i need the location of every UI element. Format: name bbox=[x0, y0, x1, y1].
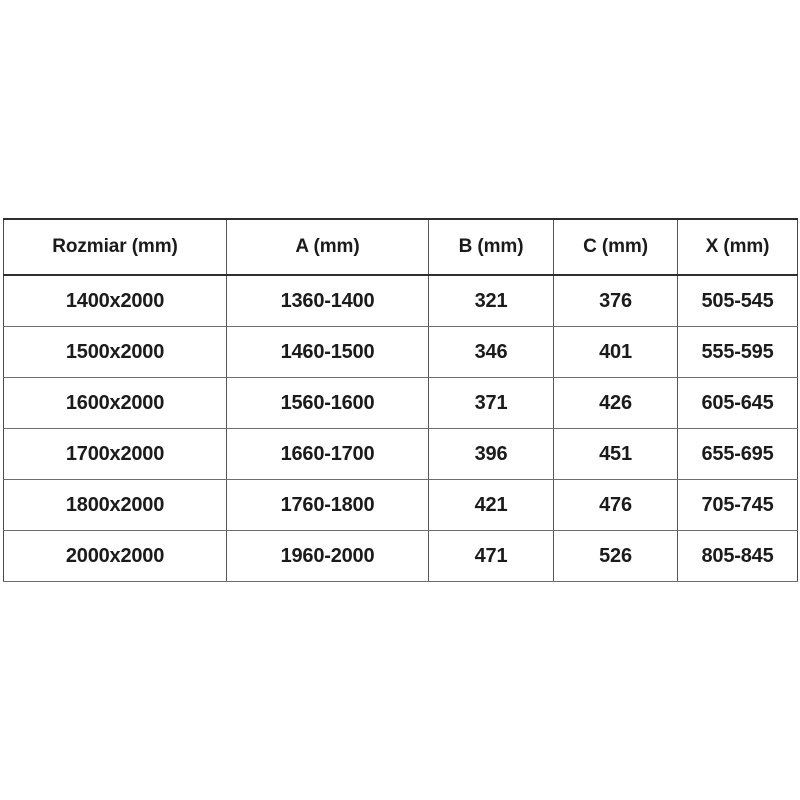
cell-x: 655-695 bbox=[677, 428, 798, 480]
cell-b: 396 bbox=[428, 428, 554, 480]
table-header: Rozmiar (mm) A (mm) B (mm) C (mm) X (mm) bbox=[3, 218, 798, 276]
cell-c: 401 bbox=[553, 326, 678, 378]
cell-x: 605-645 bbox=[677, 377, 798, 429]
column-header-size: Rozmiar (mm) bbox=[3, 218, 227, 276]
cell-b: 346 bbox=[428, 326, 554, 378]
cell-a: 1560-1600 bbox=[226, 377, 429, 429]
cell-x: 505-545 bbox=[677, 274, 798, 327]
cell-a: 1960-2000 bbox=[226, 530, 429, 582]
cell-c: 376 bbox=[553, 274, 678, 327]
table-row: 1700x2000 1660-1700 396 451 655-695 bbox=[3, 428, 798, 480]
cell-size: 1700x2000 bbox=[3, 428, 227, 480]
cell-b: 321 bbox=[428, 274, 554, 327]
column-header-a: A (mm) bbox=[226, 218, 429, 276]
column-header-b: B (mm) bbox=[428, 218, 554, 276]
column-header-c: C (mm) bbox=[553, 218, 678, 276]
table-body: 1400x2000 1360-1400 321 376 505-545 1500… bbox=[3, 274, 798, 582]
dimensions-table: Rozmiar (mm) A (mm) B (mm) C (mm) X (mm)… bbox=[3, 218, 798, 582]
column-header-x: X (mm) bbox=[677, 218, 798, 276]
cell-a: 1360-1400 bbox=[226, 274, 429, 327]
table-row: 2000x2000 1960-2000 471 526 805-845 bbox=[3, 530, 798, 582]
table-header-row: Rozmiar (mm) A (mm) B (mm) C (mm) X (mm) bbox=[3, 218, 798, 276]
cell-b: 471 bbox=[428, 530, 554, 582]
table-row: 1500x2000 1460-1500 346 401 555-595 bbox=[3, 326, 798, 378]
cell-a: 1460-1500 bbox=[226, 326, 429, 378]
cell-size: 1800x2000 bbox=[3, 479, 227, 531]
table-row: 1600x2000 1560-1600 371 426 605-645 bbox=[3, 377, 798, 429]
cell-b: 371 bbox=[428, 377, 554, 429]
cell-c: 476 bbox=[553, 479, 678, 531]
cell-size: 1600x2000 bbox=[3, 377, 227, 429]
cell-size: 2000x2000 bbox=[3, 530, 227, 582]
cell-a: 1660-1700 bbox=[226, 428, 429, 480]
cell-x: 555-595 bbox=[677, 326, 798, 378]
cell-x: 805-845 bbox=[677, 530, 798, 582]
cell-c: 526 bbox=[553, 530, 678, 582]
table-row: 1400x2000 1360-1400 321 376 505-545 bbox=[3, 274, 798, 327]
table-row: 1800x2000 1760-1800 421 476 705-745 bbox=[3, 479, 798, 531]
cell-c: 451 bbox=[553, 428, 678, 480]
cell-size: 1500x2000 bbox=[3, 326, 227, 378]
cell-x: 705-745 bbox=[677, 479, 798, 531]
cell-c: 426 bbox=[553, 377, 678, 429]
cell-b: 421 bbox=[428, 479, 554, 531]
dimensions-table-container: Rozmiar (mm) A (mm) B (mm) C (mm) X (mm)… bbox=[3, 218, 798, 582]
cell-size: 1400x2000 bbox=[3, 274, 227, 327]
cell-a: 1760-1800 bbox=[226, 479, 429, 531]
